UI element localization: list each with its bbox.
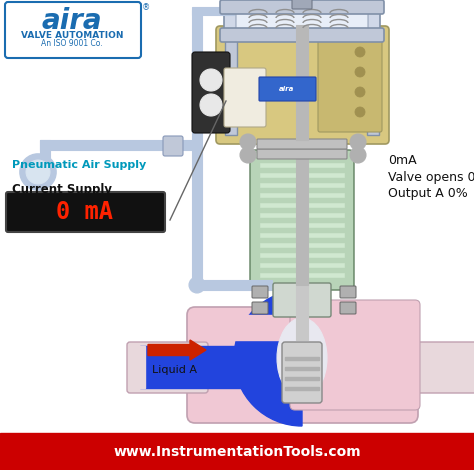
Circle shape [350, 147, 366, 163]
Text: aira: aira [42, 7, 102, 35]
Bar [195, 315, 305, 340]
Ellipse shape [277, 318, 327, 398]
Bar [260, 203, 344, 207]
Bar [225, 32, 379, 40]
FancyBboxPatch shape [257, 139, 347, 149]
FancyBboxPatch shape [163, 136, 183, 156]
Bar [296, 25, 308, 140]
FancyBboxPatch shape [340, 286, 356, 298]
Text: VALVE AUTOMATION: VALVE AUTOMATION [21, 31, 123, 39]
Circle shape [189, 277, 205, 293]
Bar [260, 163, 344, 167]
FancyBboxPatch shape [282, 342, 322, 403]
Bar [296, 155, 308, 285]
FancyBboxPatch shape [220, 28, 384, 42]
Bar [285, 357, 319, 360]
Circle shape [350, 134, 366, 150]
Bar [260, 193, 344, 197]
Bar [367, 35, 379, 135]
Bar [285, 377, 319, 380]
Circle shape [355, 107, 365, 117]
Bar [260, 243, 344, 247]
Text: Output A 0%: Output A 0% [388, 188, 468, 201]
FancyBboxPatch shape [5, 2, 141, 58]
Bar [260, 233, 344, 237]
Bar [260, 223, 344, 227]
Bar [40, 140, 50, 165]
Bar [260, 183, 344, 187]
Circle shape [200, 94, 222, 116]
Bar [130, 346, 145, 388]
Text: Valve opens 0%: Valve opens 0% [388, 171, 474, 183]
FancyBboxPatch shape [340, 302, 356, 314]
FancyBboxPatch shape [224, 68, 266, 127]
FancyBboxPatch shape [224, 3, 380, 39]
FancyBboxPatch shape [290, 300, 420, 410]
Bar [260, 173, 344, 177]
Bar [192, 97, 227, 105]
Circle shape [355, 87, 365, 97]
Bar [296, 280, 308, 340]
FancyBboxPatch shape [127, 342, 208, 393]
Circle shape [355, 47, 365, 57]
FancyArrow shape [148, 340, 206, 360]
FancyBboxPatch shape [259, 77, 316, 101]
FancyBboxPatch shape [236, 8, 368, 34]
Text: Current Supply: Current Supply [12, 183, 112, 196]
Circle shape [20, 154, 56, 190]
Bar [192, 7, 234, 15]
Text: Liquid A: Liquid A [153, 365, 198, 375]
FancyBboxPatch shape [318, 38, 382, 132]
FancyBboxPatch shape [252, 286, 268, 298]
FancyBboxPatch shape [250, 150, 354, 290]
Bar [260, 213, 344, 217]
FancyBboxPatch shape [397, 342, 474, 393]
FancyBboxPatch shape [216, 26, 389, 144]
Text: Pneumatic Air Supply: Pneumatic Air Supply [12, 160, 146, 170]
Bar [260, 263, 344, 267]
Bar [260, 253, 344, 257]
Circle shape [200, 69, 222, 91]
FancyBboxPatch shape [273, 283, 331, 317]
Bar [225, 35, 237, 135]
Bar [285, 367, 319, 370]
Text: www.InstrumentationTools.com: www.InstrumentationTools.com [113, 445, 361, 459]
FancyBboxPatch shape [187, 307, 418, 423]
Wedge shape [234, 290, 302, 426]
Text: aira: aira [279, 86, 295, 92]
Bar [40, 140, 200, 150]
Text: An ISO 9001 Co.: An ISO 9001 Co. [41, 39, 103, 48]
Circle shape [240, 134, 256, 150]
FancyBboxPatch shape [257, 149, 347, 159]
Bar [260, 273, 344, 277]
Circle shape [355, 67, 365, 77]
FancyBboxPatch shape [292, 0, 312, 9]
Bar [192, 10, 202, 290]
Text: 0 mA: 0 mA [56, 200, 113, 224]
FancyBboxPatch shape [252, 302, 268, 314]
FancyBboxPatch shape [192, 52, 230, 133]
Circle shape [26, 160, 50, 184]
FancyBboxPatch shape [220, 0, 384, 14]
FancyBboxPatch shape [6, 192, 165, 232]
Bar [140, 346, 305, 388]
Bar [0, 433, 474, 470]
Bar [285, 387, 319, 390]
Text: ®: ® [142, 3, 150, 12]
Text: 0mA: 0mA [388, 154, 417, 166]
Circle shape [240, 147, 256, 163]
Bar [192, 280, 272, 290]
